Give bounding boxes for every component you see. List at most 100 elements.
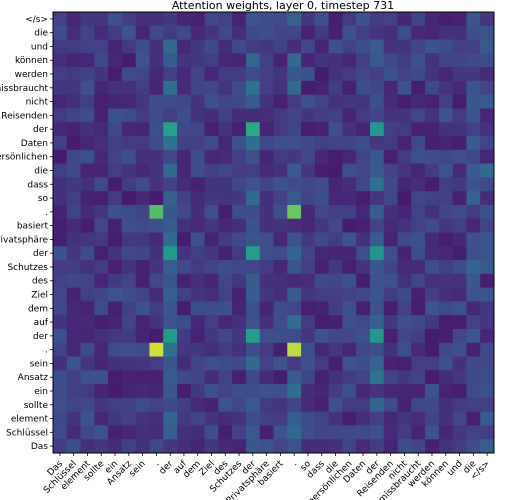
heatmap-cell [425, 246, 440, 261]
heatmap-cell [287, 122, 302, 137]
heatmap-cell [259, 370, 274, 385]
heatmap-cell [301, 53, 316, 68]
heatmap-cell [466, 204, 481, 220]
heatmap-cell [411, 301, 426, 316]
heatmap-cell [66, 25, 81, 40]
heatmap-cell [466, 67, 481, 82]
heatmap-cell [121, 191, 137, 206]
heatmap-cell [314, 370, 330, 385]
heatmap-cell [342, 411, 357, 426]
heatmap-cell [466, 163, 481, 178]
heatmap-cell [108, 177, 123, 192]
heatmap-cell [259, 177, 274, 192]
heatmap-cell [135, 246, 150, 261]
heatmap-cell [232, 136, 247, 151]
heatmap-cell [273, 411, 288, 426]
heatmap-cell [259, 149, 274, 164]
heatmap-cell [204, 25, 219, 40]
heatmap-cell [480, 301, 495, 316]
heatmap-cell [425, 25, 440, 40]
y-tick-label: Schlüssel [6, 428, 48, 438]
heatmap-cell [425, 94, 440, 109]
heatmap-cell [204, 397, 219, 413]
heatmap-cell [108, 301, 123, 316]
heatmap-cell [108, 370, 123, 385]
heatmap-cell [452, 25, 467, 40]
heatmap-cell [94, 12, 109, 27]
heatmap-cell [301, 328, 316, 344]
heatmap-cell [369, 136, 385, 151]
heatmap-cell [480, 246, 495, 261]
heatmap-cell [301, 397, 316, 413]
heatmap-cell [287, 12, 302, 27]
heatmap-cell [245, 342, 261, 357]
heatmap-cell [190, 384, 205, 399]
heatmap-cell [397, 53, 412, 68]
heatmap-cell [53, 191, 68, 206]
heatmap-cell [190, 397, 205, 413]
heatmap-cell [301, 439, 316, 454]
heatmap-cell [232, 425, 247, 440]
heatmap-cell [328, 67, 343, 82]
heatmap-cell [287, 25, 302, 40]
heatmap-cell [121, 439, 137, 454]
heatmap-cell [466, 273, 481, 289]
heatmap-cell [149, 246, 164, 261]
heatmap-cell [425, 411, 440, 426]
heatmap-cell [259, 191, 274, 206]
heatmap-cell [245, 163, 261, 178]
heatmap-cell [245, 260, 261, 275]
heatmap-cell [383, 273, 398, 289]
heatmap-cell [452, 204, 467, 220]
heatmap-cell [314, 80, 330, 96]
heatmap-cell [314, 232, 330, 247]
heatmap-cell [80, 232, 95, 247]
heatmap-cell [108, 273, 123, 289]
heatmap-cell [480, 149, 495, 164]
heatmap-cell [452, 136, 467, 151]
heatmap-cell [480, 177, 495, 192]
heatmap-cell [53, 80, 68, 96]
heatmap-cell [149, 25, 164, 40]
heatmap-cell [287, 342, 302, 357]
heatmap-cell [259, 163, 274, 178]
heatmap-cell [94, 25, 109, 40]
heatmap-cell [135, 287, 150, 302]
heatmap-cell [245, 25, 261, 40]
heatmap-cell [342, 163, 357, 178]
y-tick-label: der [33, 125, 48, 135]
heatmap-cell [177, 260, 192, 275]
heatmap-cell [163, 94, 178, 109]
heatmap-cell [53, 328, 68, 344]
heatmap-cell [204, 94, 219, 109]
heatmap-cell [53, 425, 68, 440]
heatmap-cell [411, 397, 426, 413]
y-tick-label: Daten [21, 139, 48, 149]
heatmap-cell [425, 67, 440, 82]
heatmap-cell [438, 425, 454, 440]
heatmap-cell [342, 218, 357, 233]
heatmap-cell [383, 108, 398, 123]
heatmap-cell [66, 356, 81, 371]
heatmap-cell [149, 94, 164, 109]
heatmap-cell [411, 136, 426, 151]
heatmap-cell [342, 53, 357, 68]
heatmap-cell [163, 397, 178, 413]
heatmap-cell [480, 287, 495, 302]
heatmap-cell [121, 356, 137, 371]
heatmap-cell [452, 122, 467, 137]
heatmap-cell [425, 122, 440, 137]
heatmap-cell [397, 370, 412, 385]
heatmap-cell [53, 342, 68, 357]
heatmap-cell [397, 25, 412, 40]
heatmap-cell [425, 218, 440, 233]
heatmap-cell [425, 53, 440, 68]
heatmap-cell [53, 370, 68, 385]
heatmap-cell [425, 301, 440, 316]
heatmap-cell [328, 370, 343, 385]
heatmap-cell [383, 177, 398, 192]
heatmap-cell [397, 177, 412, 192]
heatmap-cell [356, 39, 371, 54]
heatmap-cell [356, 163, 371, 178]
heatmap-cell [163, 177, 178, 192]
